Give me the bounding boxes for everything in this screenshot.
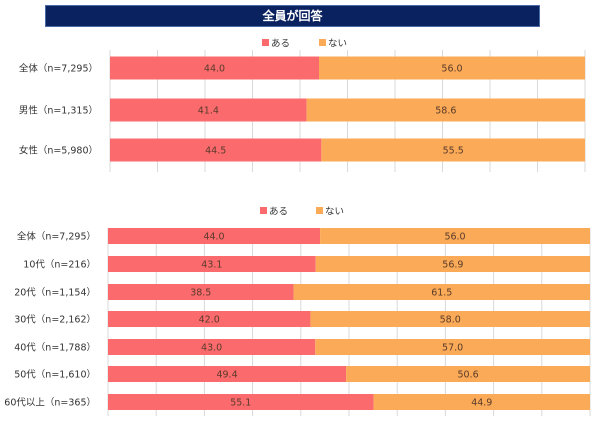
legend-label-yes: ある bbox=[271, 39, 290, 50]
legend-label-no: ない bbox=[325, 207, 344, 218]
bar-yes bbox=[108, 366, 347, 382]
bar-no bbox=[321, 138, 585, 162]
category-label: 男性（n=1,315） bbox=[19, 105, 98, 117]
legend-label-yes: ある bbox=[269, 207, 288, 218]
bar-no bbox=[306, 98, 585, 122]
category-label: 10代（n=216） bbox=[23, 259, 96, 271]
bar-no bbox=[373, 394, 590, 410]
data-label: 38.5 bbox=[190, 288, 211, 299]
legend-swatch-yes bbox=[262, 39, 269, 46]
bar-yes bbox=[110, 98, 307, 122]
bar-yes bbox=[110, 56, 319, 80]
data-label: 42.0 bbox=[199, 315, 220, 326]
legend-swatch-no bbox=[316, 207, 323, 214]
category-label: 60代以上（n=365） bbox=[4, 397, 96, 409]
bar-no bbox=[319, 56, 585, 80]
data-label: 49.4 bbox=[216, 370, 237, 381]
bar-no bbox=[315, 256, 590, 272]
bar-yes bbox=[108, 311, 311, 327]
data-label: 44.5 bbox=[205, 146, 226, 157]
data-label: 57.0 bbox=[442, 343, 463, 354]
category-label: 全体（n=7,295） bbox=[17, 231, 96, 243]
bar-yes bbox=[108, 256, 316, 272]
legend-swatch-no bbox=[319, 39, 326, 46]
data-label: 44.0 bbox=[203, 232, 224, 243]
bar-yes bbox=[108, 228, 321, 244]
category-label: 20代（n=1,154） bbox=[14, 287, 96, 299]
data-label: 41.4 bbox=[198, 106, 219, 117]
bar-no bbox=[315, 339, 590, 355]
bar-no bbox=[320, 228, 590, 244]
category-label: 50代（n=1,610） bbox=[14, 369, 96, 381]
bar-no bbox=[346, 366, 590, 382]
data-label: 58.0 bbox=[440, 315, 461, 326]
category-label: 30代（n=2,162） bbox=[14, 314, 96, 326]
bar-no bbox=[293, 284, 590, 300]
data-label: 43.1 bbox=[201, 260, 222, 271]
category-label: 全体（n=7,295） bbox=[19, 63, 98, 75]
chart-title: 全員が回答 bbox=[45, 5, 540, 27]
data-label: 43.0 bbox=[201, 343, 222, 354]
data-label: 44.9 bbox=[471, 398, 492, 409]
data-label: 50.6 bbox=[457, 370, 478, 381]
bar-yes bbox=[108, 284, 294, 300]
data-label: 56.9 bbox=[442, 260, 463, 271]
data-label: 55.5 bbox=[443, 146, 464, 157]
bar-no bbox=[310, 311, 590, 327]
bar-yes bbox=[108, 339, 316, 355]
data-label: 58.6 bbox=[435, 106, 456, 117]
legend-swatch-yes bbox=[260, 207, 267, 214]
category-label: 40代（n=1,788） bbox=[14, 342, 96, 354]
data-label: 61.5 bbox=[431, 288, 452, 299]
data-label: 44.0 bbox=[204, 64, 225, 75]
data-label: 56.0 bbox=[441, 64, 462, 75]
legend-label-no: ない bbox=[328, 39, 347, 50]
bar-yes bbox=[108, 394, 374, 410]
bar-yes bbox=[110, 138, 322, 162]
data-label: 55.1 bbox=[230, 398, 251, 409]
data-label: 56.0 bbox=[444, 232, 465, 243]
category-label: 女性（n=5,980） bbox=[19, 145, 98, 157]
